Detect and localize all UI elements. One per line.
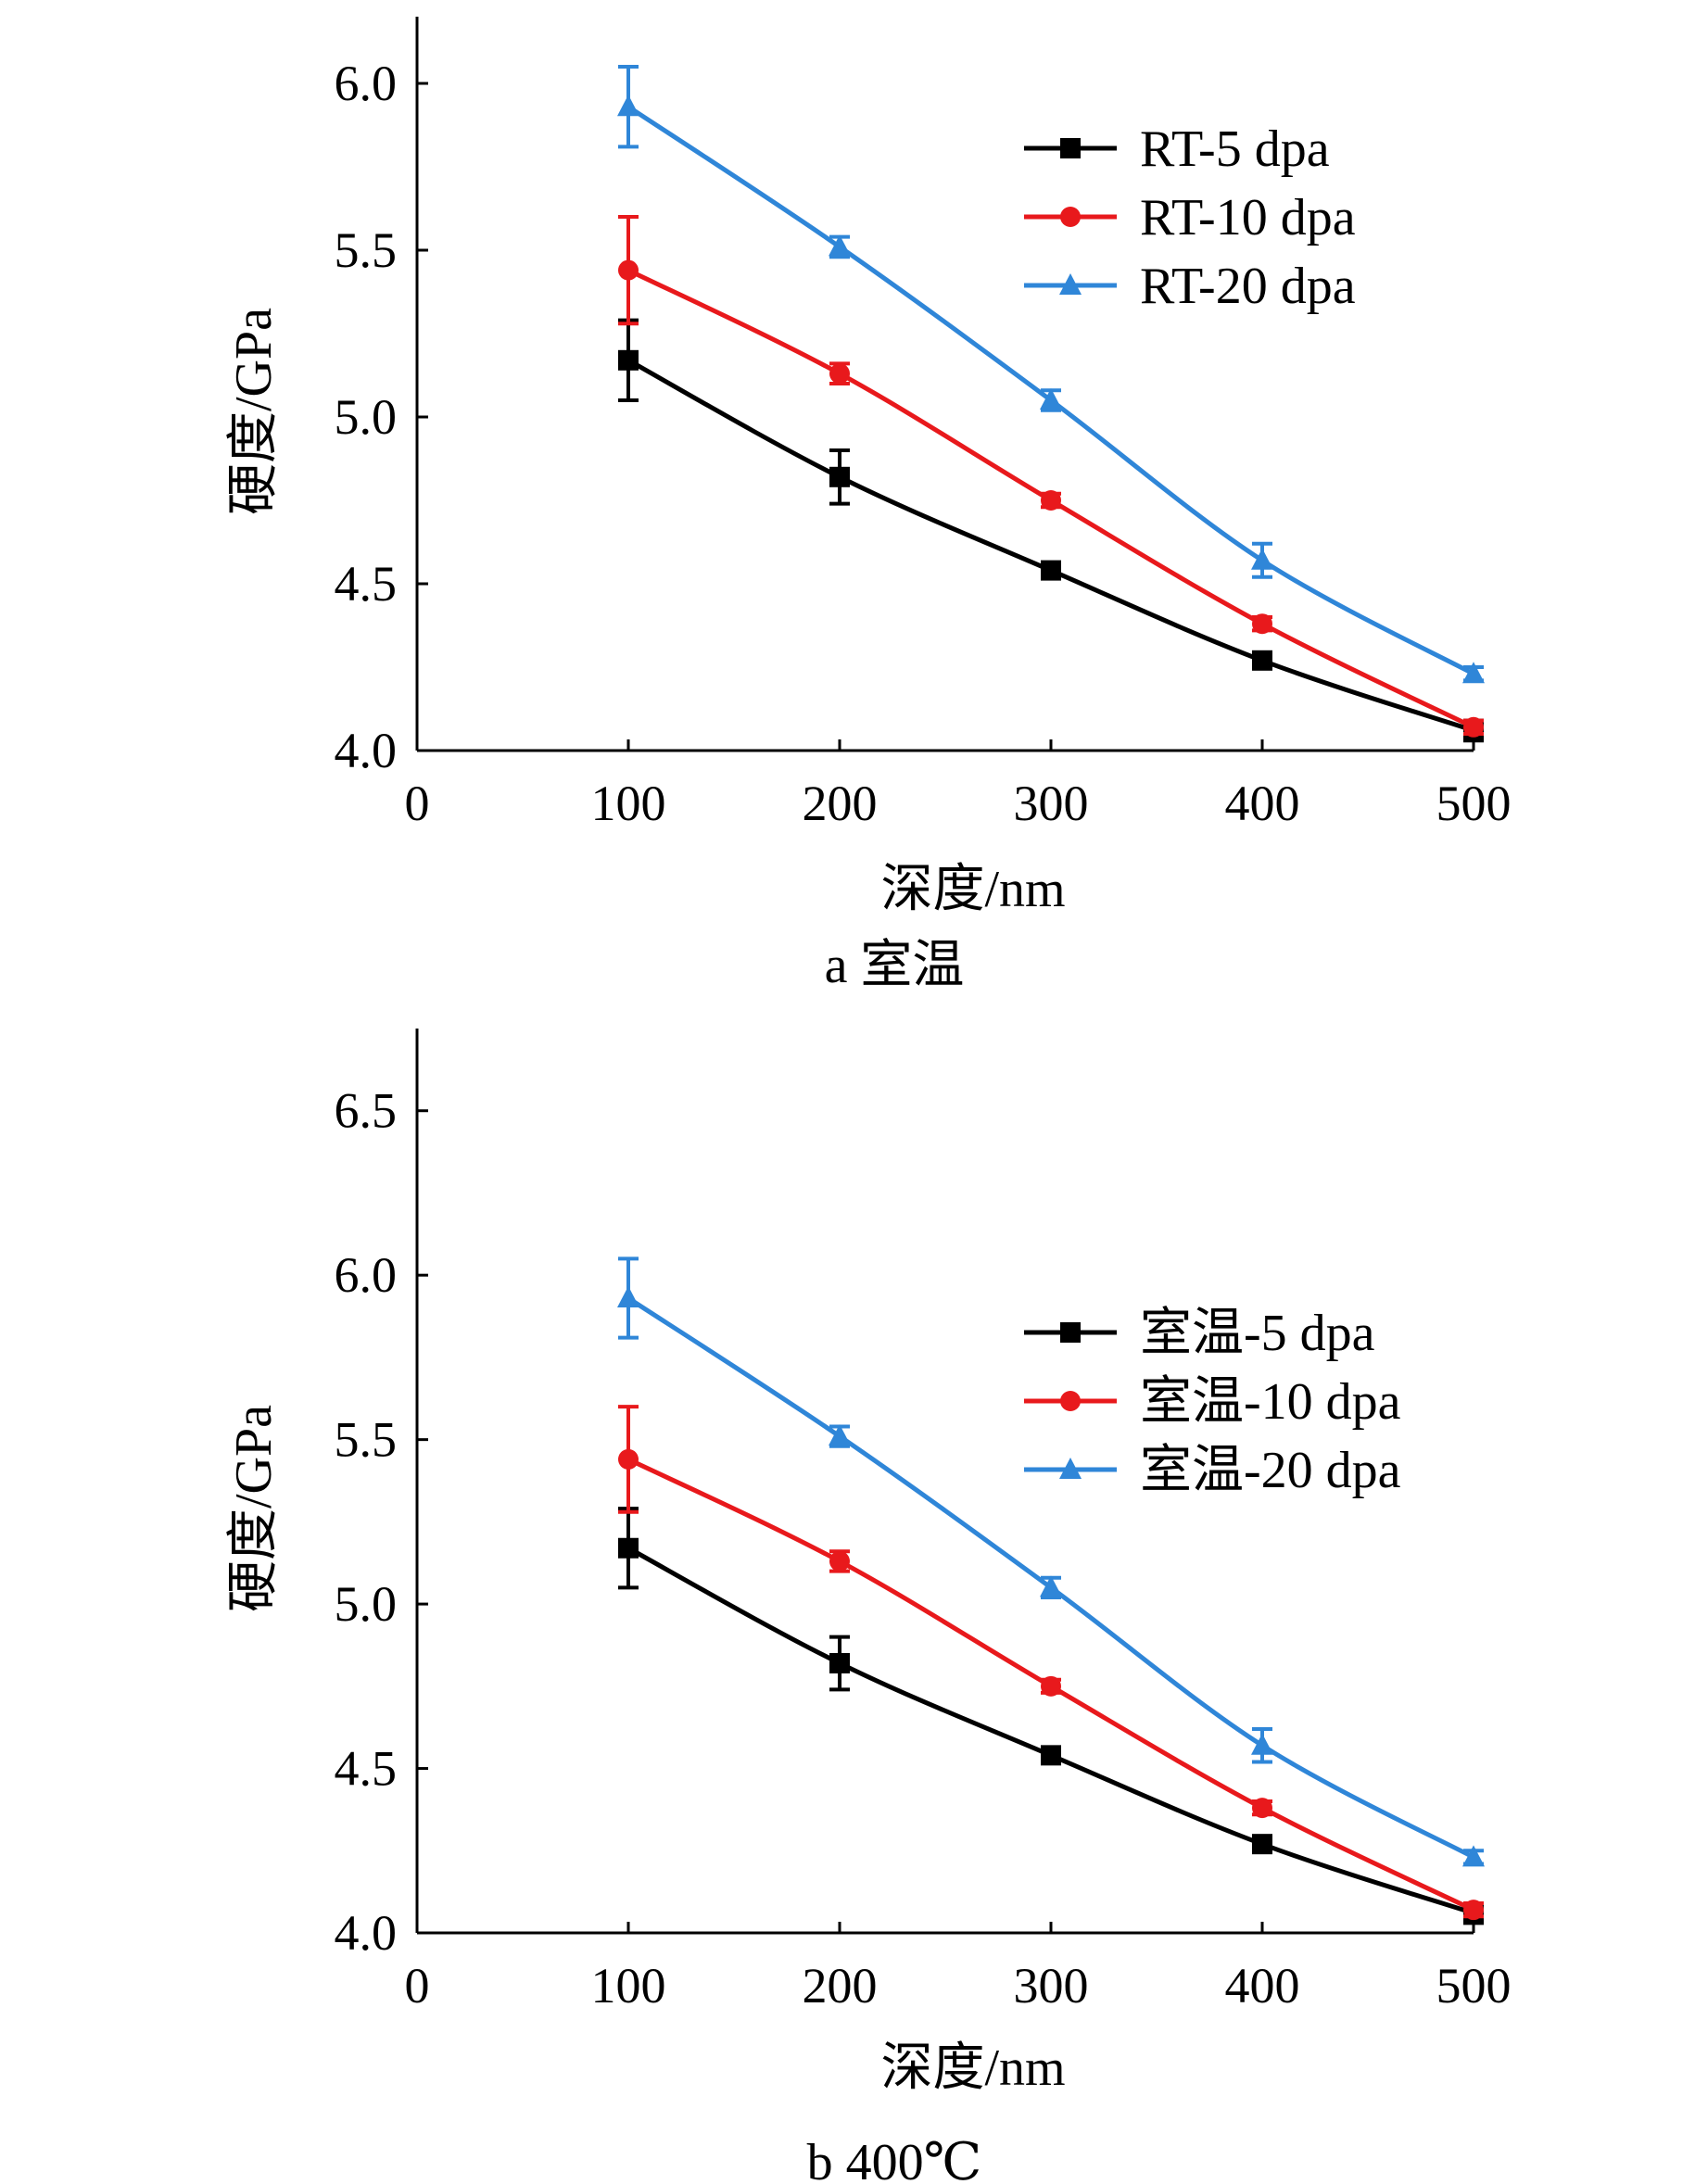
data-point — [1040, 1575, 1062, 1597]
data-point — [1041, 490, 1061, 511]
legend-label: 室温-10 dpa — [1140, 1373, 1401, 1431]
series-line — [626, 358, 1474, 733]
series-line — [626, 1546, 1474, 1916]
x-tick-label: 500 — [1436, 776, 1512, 831]
y-tick-label: 6.5 — [335, 1083, 398, 1139]
data-point — [1041, 560, 1061, 581]
chart-panel-b: 0 100 200 300 400 500 4.0 4.5 5.0 5.5 6.0 6.5 深度/nm 硬… — [225, 1029, 1512, 2184]
y-tick-label: 5.0 — [335, 389, 398, 445]
data-point — [1040, 388, 1062, 410]
data-point — [1463, 1900, 1484, 1921]
data-point — [1463, 716, 1484, 738]
y-tick-label: 4.0 — [335, 1905, 398, 1961]
chart-panel-a: 0 100 200 300 400 500 4.0 4.5 5.0 5.5 6.0 深度/nm 硬度/G… — [225, 17, 1512, 994]
data-point — [618, 1448, 639, 1470]
legend-marker — [1060, 207, 1081, 227]
x-tick-label: 300 — [1014, 776, 1089, 831]
legend-entry: 室温-5 dpa — [1024, 1305, 1375, 1362]
legend-entry: RT-20 dpa — [1024, 258, 1356, 315]
data-point — [1252, 1798, 1272, 1819]
series-0 — [618, 1507, 1484, 1925]
series-2 — [617, 1256, 1485, 1867]
legend-marker — [1060, 1391, 1081, 1411]
data-point — [1252, 613, 1272, 635]
data-point — [1252, 1834, 1272, 1855]
data-point — [829, 363, 850, 385]
data-point — [618, 259, 639, 281]
series-2 — [617, 65, 1485, 684]
legend-entry: RT-10 dpa — [1024, 189, 1356, 246]
y-tick-label: 4.5 — [335, 556, 398, 612]
legend-marker — [1060, 1322, 1081, 1343]
x-tick-label: 400 — [1225, 1958, 1300, 2014]
panel-caption: a 室温 — [825, 937, 965, 994]
y-axis-title: 硬度/GPa — [225, 308, 283, 515]
legend-entry: 室温-10 dpa — [1024, 1373, 1401, 1431]
legend-marker — [1059, 273, 1082, 295]
y-tick-label: 5.0 — [335, 1576, 398, 1632]
x-tick-label: 400 — [1225, 776, 1300, 831]
x-tick-label: 0 — [405, 1958, 430, 2014]
series-1 — [618, 215, 1484, 738]
x-tick-label: 100 — [591, 776, 666, 831]
y-tick-label: 6.0 — [335, 1247, 398, 1303]
data-point — [1252, 650, 1272, 671]
x-axis-title: 深度/nm — [880, 861, 1065, 918]
data-point — [1462, 1845, 1485, 1867]
legend-label: 室温-20 dpa — [1140, 1442, 1401, 1499]
data-point — [618, 349, 639, 371]
legend-label: 室温-5 dpa — [1140, 1305, 1375, 1362]
legend-entry: RT-5 dpa — [1024, 120, 1330, 178]
y-tick-label: 4.5 — [335, 1741, 398, 1797]
x-tick-label: 500 — [1436, 1958, 1512, 2014]
x-tick-label: 200 — [803, 1958, 878, 2014]
y-tick-label: 5.5 — [335, 1412, 398, 1468]
panel-caption: b 400℃ — [807, 2134, 982, 2184]
data-point — [618, 1537, 639, 1559]
data-point — [829, 1424, 851, 1446]
series-0 — [618, 318, 1484, 743]
x-tick-label: 0 — [405, 776, 430, 831]
legend-entry: 室温-20 dpa — [1024, 1442, 1401, 1499]
series-1 — [618, 1405, 1484, 1921]
x-tick-label: 300 — [1014, 1958, 1089, 2014]
data-point — [1462, 662, 1485, 684]
data-point — [829, 234, 851, 257]
x-axis-title: 深度/nm — [880, 2039, 1065, 2097]
x-tick-label: 200 — [803, 776, 878, 831]
data-point — [829, 1550, 850, 1572]
data-point — [1041, 1675, 1061, 1697]
data-point — [1251, 1733, 1273, 1755]
data-point — [1041, 1745, 1061, 1766]
legend-marker — [1059, 1458, 1082, 1479]
legend-label: RT-10 dpa — [1140, 189, 1356, 246]
y-tick-label: 5.5 — [335, 222, 398, 278]
x-tick-label: 100 — [591, 1958, 666, 2014]
data-point — [1251, 548, 1273, 570]
y-axis-title: 硬度/GPa — [225, 1405, 283, 1612]
legend-label: RT-20 dpa — [1140, 258, 1356, 315]
legend-marker — [1060, 138, 1081, 158]
data-point — [829, 1652, 850, 1673]
y-tick-label: 6.0 — [335, 56, 398, 111]
y-tick-label: 4.0 — [335, 723, 398, 778]
legend-label: RT-5 dpa — [1140, 120, 1330, 178]
data-point — [617, 95, 639, 117]
data-point — [829, 466, 850, 487]
data-point — [617, 1286, 639, 1308]
